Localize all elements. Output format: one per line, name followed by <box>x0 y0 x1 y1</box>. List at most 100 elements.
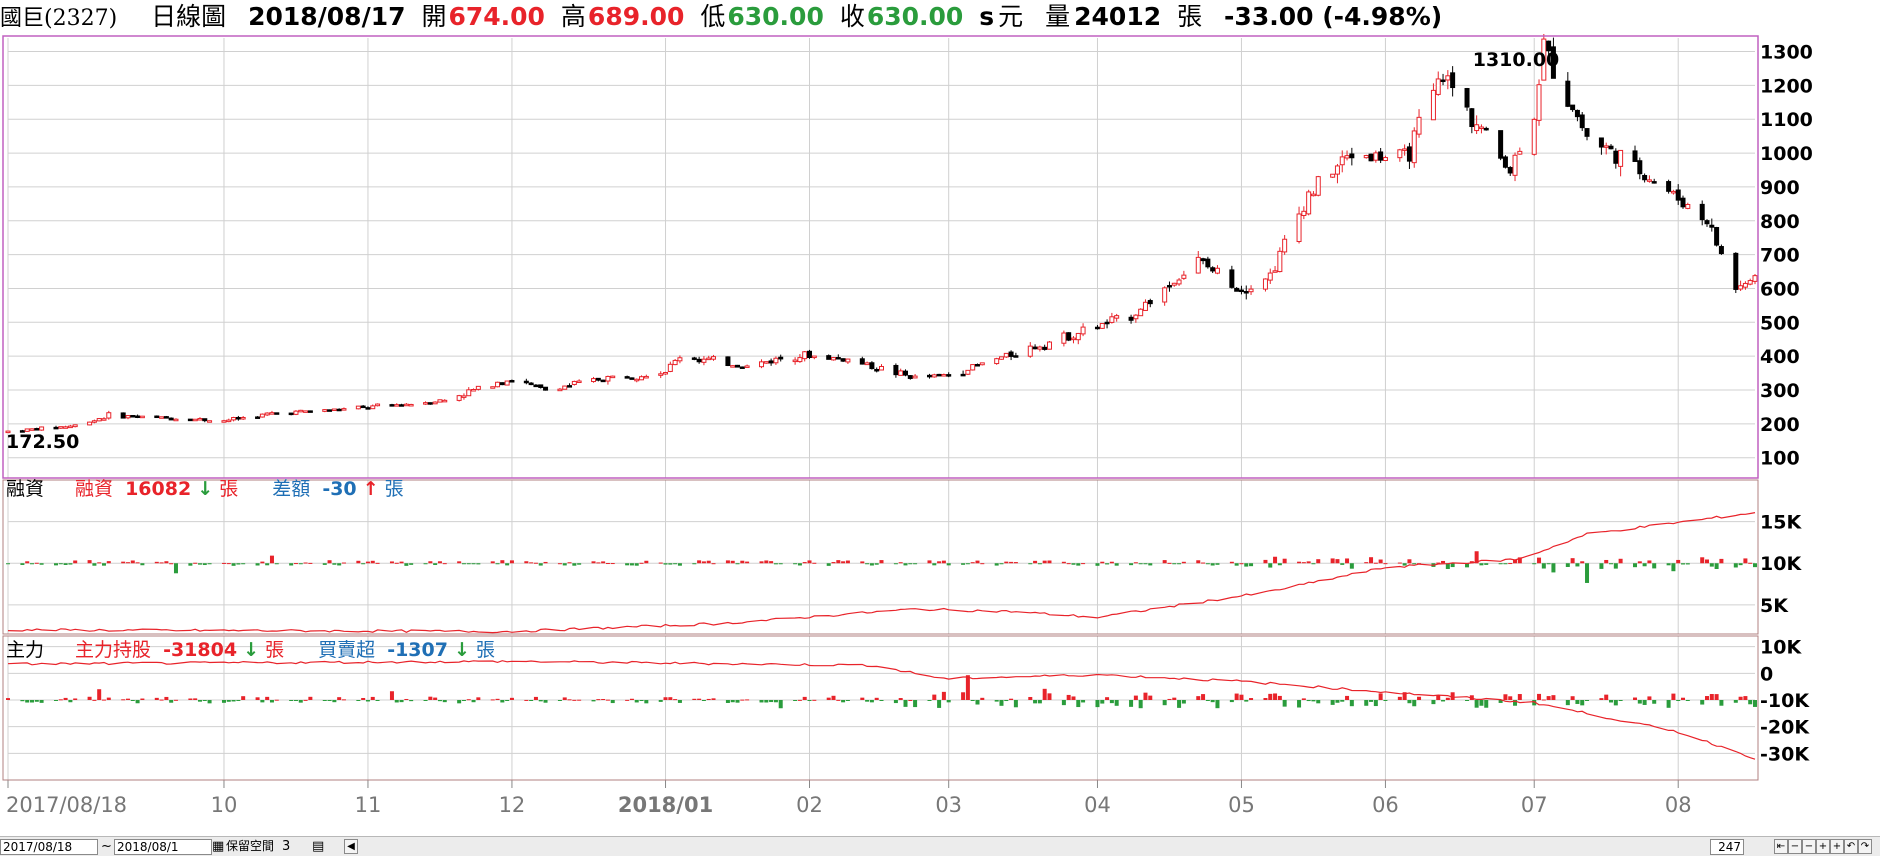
candlestick <box>336 408 342 412</box>
major-net-bar <box>1196 696 1201 700</box>
candlestick <box>1498 130 1504 161</box>
major-net-bar <box>1671 693 1676 700</box>
date-from-select[interactable]: 2017/08/18 <box>0 839 98 855</box>
candlestick <box>106 410 112 420</box>
margin-diff-bar <box>25 561 30 564</box>
major-net-bar <box>1210 700 1215 703</box>
zoom-step-in-button[interactable]: + <box>1830 839 1844 854</box>
margin-diff-bar <box>596 562 601 564</box>
scroll-back-button[interactable]: ↶ <box>1844 839 1858 854</box>
candlestick <box>29 428 35 431</box>
margin-diff-bar <box>1465 563 1470 568</box>
major-net-bar <box>255 697 260 700</box>
candlestick <box>231 416 237 422</box>
candlestick <box>1272 266 1278 273</box>
major-net-bar <box>394 700 399 703</box>
margin-diff-bar <box>802 562 807 564</box>
margin-diff-bar <box>53 563 58 566</box>
major-net-bar <box>404 698 409 700</box>
major-net-bar <box>701 700 706 701</box>
major-net-bar <box>197 700 202 702</box>
scroll-forward-button[interactable]: ↷ <box>1858 839 1872 854</box>
major-net-bar <box>159 699 164 701</box>
candlestick <box>403 402 409 407</box>
open-label: 開 <box>421 2 447 31</box>
major-net-bar <box>471 700 476 703</box>
major-net-bar <box>1109 700 1114 704</box>
major-net-bar <box>1071 696 1076 700</box>
candlestick <box>1229 265 1235 289</box>
margin-diff-bar <box>1508 563 1513 565</box>
major-net-bar <box>769 700 774 703</box>
major-net-bar <box>106 697 111 700</box>
margin-tick-label: 15K <box>1760 512 1802 534</box>
margin-diff-bar <box>169 563 174 565</box>
candlestick <box>1666 179 1672 194</box>
major-net-bar <box>1666 700 1671 708</box>
major-net-bar <box>322 700 327 701</box>
zoom-in-button[interactable]: + <box>1816 839 1830 854</box>
major-net-bar <box>1277 695 1282 700</box>
candlestick <box>528 382 534 386</box>
candlestick <box>1517 147 1523 155</box>
margin-diff-bar <box>735 563 740 565</box>
candlestick <box>24 428 30 432</box>
major-net-bar <box>97 689 102 700</box>
major-net-bar <box>361 697 366 700</box>
margin-diff-value: -30 <box>322 478 356 500</box>
candlestick <box>543 386 549 391</box>
candlestick <box>907 375 913 380</box>
margin-diff-bar <box>1575 563 1580 567</box>
settings-icon[interactable]: ▤ <box>312 839 325 854</box>
candlestick <box>432 401 438 405</box>
candlestick <box>1147 298 1153 308</box>
candlestick <box>221 419 227 423</box>
candlestick <box>811 355 817 360</box>
margin-diff-bar <box>1450 563 1455 568</box>
scroll-left-button[interactable]: ◀ <box>344 839 358 854</box>
major-net-bar <box>73 698 78 700</box>
candlestick <box>303 410 309 413</box>
major-net-bar <box>1402 692 1407 700</box>
zoom-out-button[interactable]: − <box>1788 839 1802 854</box>
major-net-bar <box>140 698 145 700</box>
major-net-bar <box>1705 696 1710 700</box>
major-axis: 10K 0 -10K -20K -30K <box>1760 637 1810 766</box>
price-tick-label: 400 <box>1760 346 1800 368</box>
margin-diff-bar <box>1114 563 1119 566</box>
candlestick <box>1046 341 1052 350</box>
date-to-select[interactable]: 2018/08/1 <box>114 839 212 855</box>
candlestick <box>1469 107 1475 134</box>
margin-diff-bar <box>274 563 279 565</box>
major-net-bar <box>1311 700 1316 702</box>
candlestick <box>759 359 765 369</box>
stock-chart[interactable]: 1300120011001000900800700600500400300200… <box>0 34 1880 834</box>
candlestick <box>370 404 376 410</box>
price-tick-label: 100 <box>1760 448 1800 470</box>
major-net-bar <box>1676 700 1681 701</box>
margin-diff-bar <box>1081 563 1086 565</box>
margin-diff-bar <box>389 561 394 564</box>
candlestick <box>1411 127 1417 168</box>
major-net-bar <box>1700 700 1705 705</box>
zoom-first-button[interactable]: ⇤ <box>1774 839 1788 854</box>
margin-diff-bar <box>1743 558 1748 564</box>
major-net-bar <box>1541 699 1546 701</box>
margin-diff-bar <box>289 563 294 566</box>
major-net-bar <box>913 700 918 708</box>
candlestick <box>869 361 875 370</box>
margin-diff-bar <box>725 560 730 564</box>
major-net-bar <box>1417 696 1422 700</box>
candlestick <box>1733 252 1739 294</box>
major-net-bar <box>337 697 342 700</box>
grid-lines <box>7 38 1755 780</box>
candlestick <box>269 410 275 415</box>
candlestick <box>912 374 918 379</box>
margin-diff-bar <box>394 562 399 564</box>
zoom-step-out-button[interactable]: − <box>1802 839 1816 854</box>
margin-diff-bar <box>173 563 178 574</box>
major-net-bar <box>1095 700 1100 708</box>
major-net-bar <box>841 700 846 703</box>
major-net-bar <box>994 700 999 702</box>
candlestick <box>202 418 208 423</box>
